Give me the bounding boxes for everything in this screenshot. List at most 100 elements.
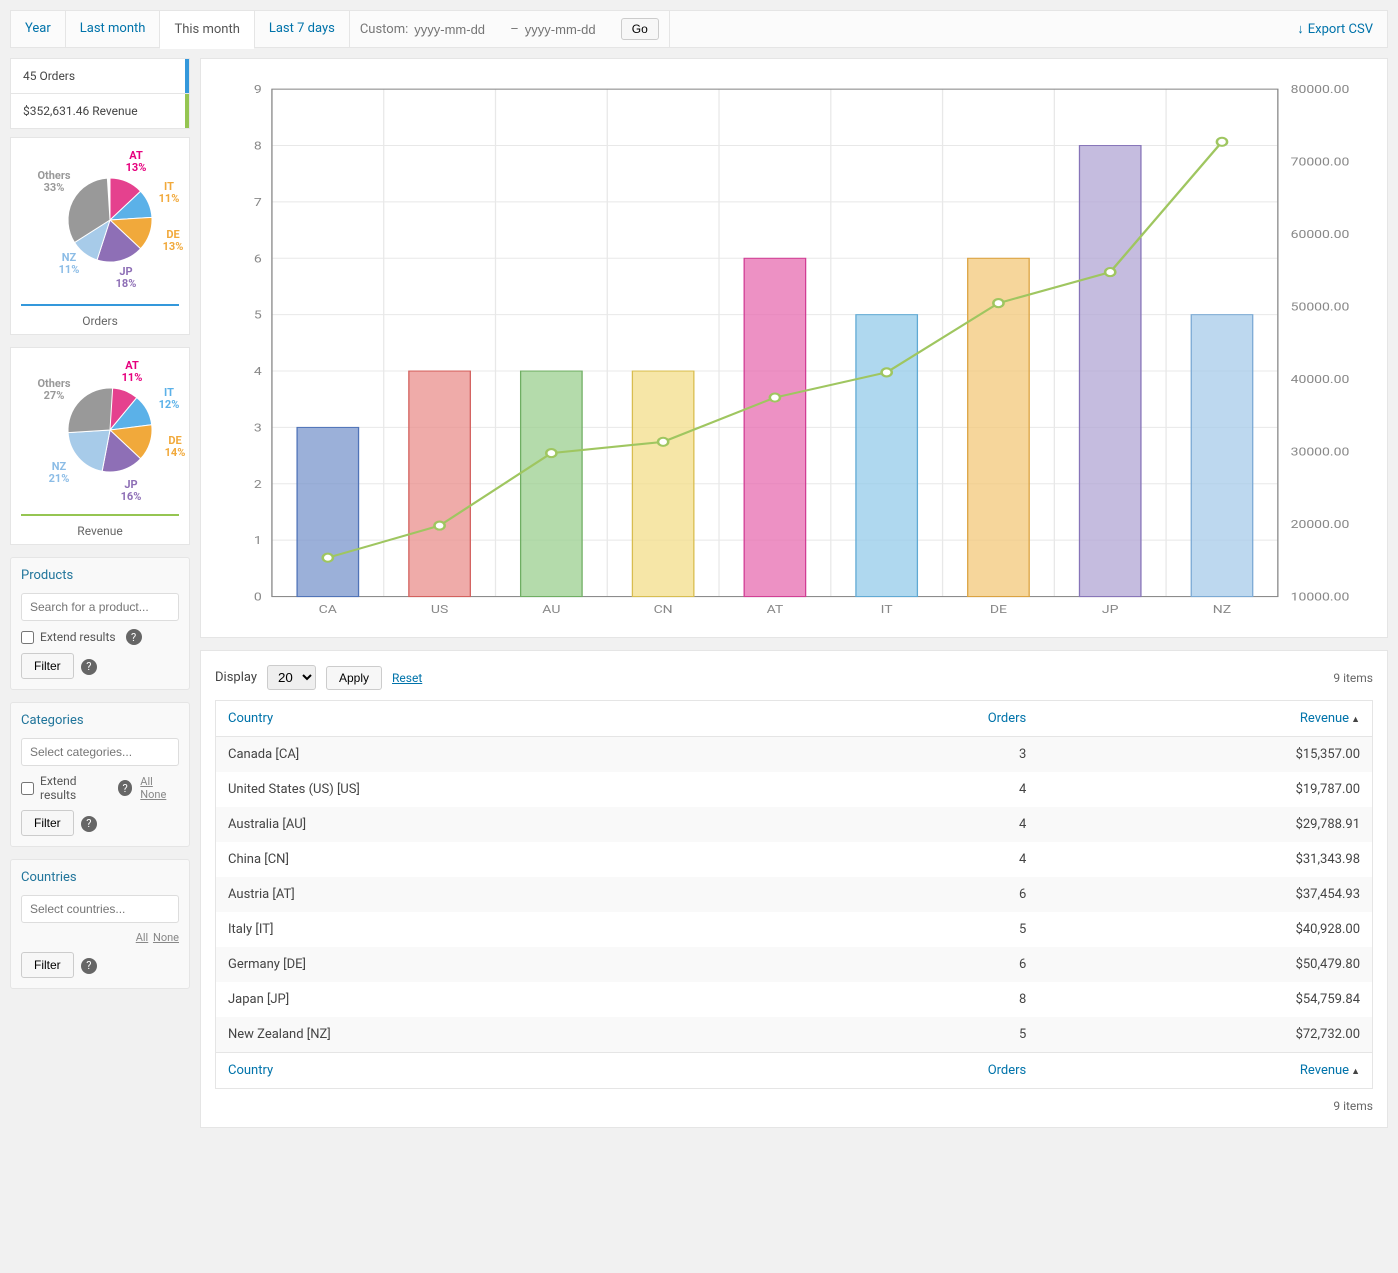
table-row: China [CN]4$31,343.98 (216, 842, 1373, 877)
custom-label: Custom: (360, 22, 408, 37)
col-revenue[interactable]: Revenue▲ (1038, 1053, 1372, 1089)
table-row: New Zealand [NZ]5$72,732.00 (216, 1017, 1373, 1053)
table-row: Canada [CA]3$15,357.00 (216, 737, 1373, 773)
table-row: Germany [DE]6$50,479.80 (216, 947, 1373, 982)
countries-none-link[interactable]: None (153, 931, 179, 944)
svg-text:21%: 21% (49, 472, 70, 485)
pie-orders-box: AT13%IT11%DE13%JP18%NZ11%Others33% Order… (10, 137, 190, 335)
table-row: Japan [JP]8$54,759.84 (216, 982, 1373, 1017)
countries-filter-button[interactable]: Filter (21, 952, 74, 978)
stat-revenue[interactable]: $352,631.46 Revenue (11, 94, 189, 128)
items-count-top: 9 items (1333, 671, 1373, 685)
reset-link[interactable]: Reset (392, 671, 422, 685)
svg-text:18%: 18% (116, 277, 137, 290)
help-icon[interactable]: ? (81, 958, 97, 974)
svg-text:14%: 14% (165, 446, 186, 459)
main-bar-line-chart: 012345678910000.0020000.0030000.0040000.… (221, 79, 1367, 627)
svg-text:11%: 11% (122, 371, 143, 384)
svg-text:2: 2 (254, 478, 262, 491)
items-count-bottom: 9 items (215, 1089, 1373, 1113)
stat-orders[interactable]: 45 Orders (11, 59, 189, 94)
svg-text:8: 8 (254, 140, 262, 153)
table-row: Austria [AT]6$37,454.93 (216, 877, 1373, 912)
date-range-tabs: YearLast monthThis monthLast 7 days Cust… (10, 10, 1388, 48)
countries-all-link[interactable]: All (136, 931, 149, 944)
svg-text:7: 7 (254, 196, 262, 209)
filter-categories: Categories Extend results ? All None Fil… (10, 702, 190, 847)
filter-countries: Countries All None Filter ? (10, 859, 190, 989)
svg-text:3: 3 (254, 422, 262, 435)
svg-text:0: 0 (254, 591, 262, 604)
export-csv-link[interactable]: ↓ Export CSV (1283, 21, 1387, 37)
table-row: Australia [AU]4$29,788.91 (216, 807, 1373, 842)
table-panel: Display 20 Apply Reset 9 items CountryOr… (200, 650, 1388, 1128)
products-search-input[interactable] (21, 593, 179, 621)
col-country[interactable]: Country (216, 1053, 804, 1089)
custom-range: Custom: – Go (350, 10, 670, 48)
tab-last-month[interactable]: Last month (66, 10, 161, 48)
main-chart-box: 012345678910000.0020000.0030000.0040000.… (200, 58, 1388, 638)
svg-text:NZ: NZ (1213, 603, 1232, 616)
svg-text:11%: 11% (159, 192, 180, 205)
help-icon[interactable]: ? (126, 629, 142, 645)
col-revenue[interactable]: Revenue▲ (1038, 701, 1372, 737)
products-extend-checkbox[interactable] (21, 631, 34, 644)
svg-text:16%: 16% (121, 490, 142, 503)
tab-year[interactable]: Year (11, 10, 66, 48)
categories-none-link[interactable]: None (140, 788, 166, 801)
svg-text:CN: CN (654, 603, 673, 616)
svg-text:30000.00: 30000.00 (1291, 446, 1350, 459)
pie-revenue-title: Revenue (15, 520, 185, 538)
table-row: United States (US) [US]4$19,787.00 (216, 772, 1373, 807)
svg-text:80000.00: 80000.00 (1291, 84, 1350, 97)
svg-text:40000.00: 40000.00 (1291, 373, 1350, 386)
svg-text:13%: 13% (126, 161, 147, 174)
svg-text:10000.00: 10000.00 (1291, 591, 1350, 604)
col-country[interactable]: Country (216, 701, 804, 737)
svg-text:33%: 33% (44, 181, 65, 194)
pie-revenue-box: AT11%IT12%DE14%JP16%NZ21%Others27% Reven… (10, 347, 190, 545)
display-label: Display (215, 670, 257, 685)
tab-this-month[interactable]: This month (160, 11, 254, 49)
apply-button[interactable]: Apply (326, 666, 382, 690)
svg-text:IT: IT (881, 603, 893, 616)
pie-revenue-chart: AT11%IT12%DE14%JP16%NZ21%Others27% (15, 358, 187, 508)
categories-all-link[interactable]: All (140, 775, 153, 788)
svg-text:US: US (431, 603, 449, 616)
col-orders[interactable]: Orders (803, 701, 1038, 737)
svg-text:70000.00: 70000.00 (1291, 156, 1350, 169)
svg-text:6: 6 (254, 253, 262, 266)
countries-select-input[interactable] (21, 895, 179, 923)
date-to-input[interactable] (525, 22, 615, 37)
svg-text:AU: AU (542, 603, 560, 616)
svg-text:12%: 12% (159, 398, 180, 411)
help-icon[interactable]: ? (81, 659, 97, 675)
tab-last-7-days[interactable]: Last 7 days (255, 10, 350, 48)
svg-text:20000.00: 20000.00 (1291, 518, 1350, 531)
svg-text:60000.00: 60000.00 (1291, 228, 1350, 241)
go-button[interactable]: Go (621, 18, 659, 40)
categories-extend-checkbox[interactable] (21, 782, 34, 795)
pie-orders-chart: AT13%IT11%DE13%JP18%NZ11%Others33% (15, 148, 187, 298)
summary-stats: 45 Orders $352,631.46 Revenue (10, 58, 190, 129)
table-row: Italy [IT]5$40,928.00 (216, 912, 1373, 947)
svg-text:DE: DE (990, 603, 1007, 616)
col-orders[interactable]: Orders (803, 1053, 1038, 1089)
svg-text:JP: JP (1102, 603, 1119, 616)
pie-orders-title: Orders (15, 310, 185, 328)
filter-products: Products Extend results ? Filter ? (10, 557, 190, 690)
help-icon[interactable]: ? (118, 780, 132, 796)
svg-text:27%: 27% (44, 389, 65, 402)
categories-select-input[interactable] (21, 738, 179, 766)
display-select[interactable]: 20 (267, 665, 316, 690)
svg-text:13%: 13% (163, 240, 184, 253)
categories-filter-button[interactable]: Filter (21, 810, 74, 836)
svg-text:CA: CA (319, 603, 338, 616)
date-from-input[interactable] (414, 22, 504, 37)
download-icon: ↓ (1297, 21, 1304, 37)
svg-text:11%: 11% (59, 263, 80, 276)
help-icon[interactable]: ? (81, 816, 97, 832)
products-filter-button[interactable]: Filter (21, 653, 74, 679)
svg-text:4: 4 (254, 365, 262, 378)
svg-text:5: 5 (254, 309, 262, 322)
